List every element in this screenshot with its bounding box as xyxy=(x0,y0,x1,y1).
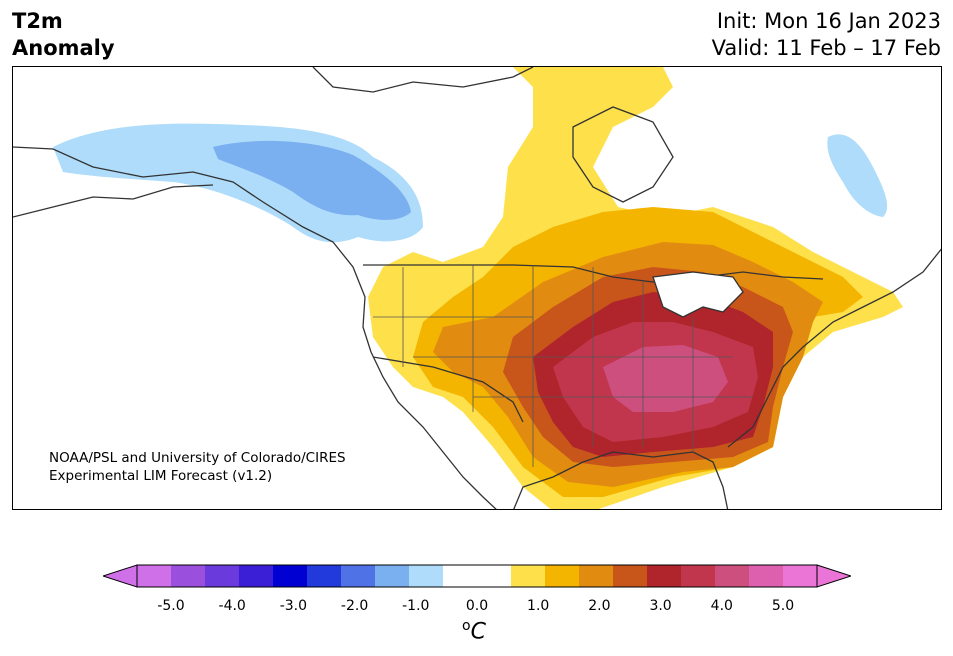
colorbar-swatch xyxy=(137,565,172,587)
unit-celsius: C xyxy=(470,619,486,645)
colorbar-swatch xyxy=(409,565,444,587)
unit-label: oC xyxy=(462,618,486,644)
colorbar-swatch xyxy=(205,565,240,587)
warm-7 xyxy=(603,345,728,412)
colorbar-tick-label: -4.0 xyxy=(218,598,246,614)
east-coastline xyxy=(727,248,941,448)
colorbar-tick-label: 2.0 xyxy=(588,598,611,614)
colorbar-max-arrow xyxy=(816,564,851,588)
colorbar-tick-label: 0.0 xyxy=(465,598,489,614)
arctic-islands xyxy=(312,67,534,93)
hudson-bay xyxy=(572,106,674,203)
colorbar-swatch xyxy=(443,565,478,587)
cold-anomaly-core xyxy=(213,140,411,220)
colorbar-swatch xyxy=(715,565,750,587)
forecast-dates: Init: Mon 16 Jan 2023 Valid: 11 Feb – 17… xyxy=(712,8,941,62)
map-title: T2m Anomaly xyxy=(12,8,115,62)
unit-degree: o xyxy=(462,618,471,634)
colorbar-tick-label: 1.0 xyxy=(527,598,550,614)
colorbar-swatch xyxy=(511,565,546,587)
colorbar-min-arrow xyxy=(103,564,138,588)
colorbar-swatch xyxy=(613,565,648,587)
map-outlines xyxy=(13,67,941,509)
colorbar-swatch xyxy=(273,565,308,587)
colorbar-swatch xyxy=(171,565,206,587)
credit-line-2: Experimental LIM Forecast (v1.2) xyxy=(49,468,273,484)
anomaly-fills xyxy=(53,67,903,509)
colorbar-tick-label: -2.0 xyxy=(340,598,369,614)
colorbar-swatch xyxy=(477,565,512,587)
credit-text: NOAA/PSL and University of Colorado/CIRE… xyxy=(49,449,346,485)
gulf-coastline xyxy=(513,451,729,509)
colorbar-swatch xyxy=(749,565,784,587)
colorbar-tick-label: -3.0 xyxy=(279,598,308,614)
colorbar-swatch xyxy=(545,565,580,587)
colorbar-swatch xyxy=(647,565,682,587)
credit-line-1: NOAA/PSL and University of Colorado/CIRE… xyxy=(49,450,346,466)
colorbar-swatch xyxy=(375,565,410,587)
cold-anomaly-east xyxy=(827,134,888,217)
mexico-border xyxy=(372,356,524,423)
valid-date: Valid: 11 Feb – 17 Feb xyxy=(711,36,941,60)
state-borders xyxy=(373,265,753,467)
variable-label: T2m xyxy=(12,9,63,33)
colorbar-tick-label: 4.0 xyxy=(710,598,733,614)
colorbar-border xyxy=(136,564,818,588)
anomaly-label: Anomaly xyxy=(12,36,115,60)
colorbar-swatch xyxy=(681,565,716,587)
colorbar-swatch xyxy=(341,565,376,587)
colorbar-tick-label: -1.0 xyxy=(402,598,430,614)
great-lakes xyxy=(652,271,744,318)
colorbar-swatch xyxy=(783,565,818,587)
west-coastline xyxy=(13,146,497,509)
colorbar-tick-label: 5.0 xyxy=(771,598,795,614)
map-canvas xyxy=(13,67,941,509)
anomaly-map xyxy=(12,66,942,510)
colorbar-tick-label: -5.0 xyxy=(157,598,185,614)
colorbar-swatch xyxy=(579,565,614,587)
colorbar xyxy=(103,564,851,588)
alaska-peninsula xyxy=(13,184,214,218)
colorbar-tick-label: 3.0 xyxy=(649,598,672,614)
colorbar-swatch xyxy=(307,565,342,587)
init-date: Init: Mon 16 Jan 2023 xyxy=(716,9,941,33)
colorbar-swatch xyxy=(239,565,274,587)
